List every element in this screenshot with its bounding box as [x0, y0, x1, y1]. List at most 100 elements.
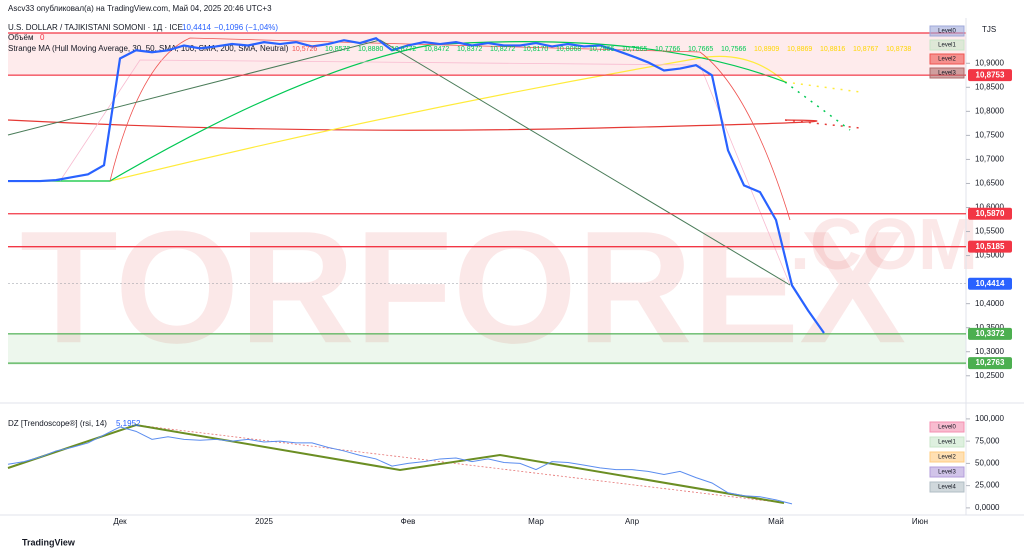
legend-label: Level0 — [938, 29, 956, 35]
legend-swatch — [929, 481, 965, 493]
price-line — [8, 37, 825, 334]
ma-value: 10,7766 — [655, 46, 680, 53]
price-change: −0,1096 (−1,04%) — [214, 23, 278, 32]
level-label: 10,8753 — [976, 70, 1005, 79]
ma-value: 10,8869 — [787, 46, 812, 53]
level-label-box — [968, 240, 1012, 253]
legend-swatch — [929, 466, 965, 478]
indicator-value: 5,1952 — [116, 419, 141, 428]
level-label-box — [968, 207, 1012, 220]
footer-logo: TradingView — [22, 537, 76, 547]
legend-label: Level1 — [938, 440, 956, 446]
symbol-title: U.S. DOLLAR / TAJIKISTANI SOMONI · 1Д · … — [8, 23, 183, 32]
level-label-box — [968, 277, 1012, 290]
indicator-title: Strange MA (Hull Moving Average, 30, 50,… — [8, 44, 289, 53]
y-tick-label: 0,0000 — [975, 503, 1000, 512]
ma-value: 10,8372 — [457, 46, 482, 53]
ma-value: 10,8816 — [820, 46, 845, 53]
ma-value: 10,8767 — [853, 46, 878, 53]
legend-swatch — [929, 451, 965, 463]
zigzag — [7, 423, 785, 504]
y-tick-label: 10,5000 — [975, 251, 1004, 260]
ma-value: 10,7865 — [622, 46, 647, 53]
y-tick-label: 50,000 — [975, 458, 1000, 467]
y-tick-label: 75,000 — [975, 436, 1000, 445]
y-tick-label: 25,000 — [975, 481, 1000, 490]
y-tick-label: 10,5500 — [975, 227, 1004, 236]
ma-value: 10,8738 — [886, 46, 911, 53]
currency: TJS — [982, 25, 996, 34]
legend-swatch — [929, 67, 965, 79]
hull-ma — [109, 37, 791, 221]
legend-swatch — [929, 436, 965, 448]
legend-label: Level2 — [938, 455, 956, 461]
ma-value: 10,8170 — [523, 46, 548, 53]
level-label-box — [968, 69, 1012, 82]
legend-swatch — [929, 53, 965, 65]
ma-value: 10,5726 — [292, 46, 317, 53]
x-tick-label: Мар — [528, 517, 544, 526]
y-tick-label: 10,4000 — [975, 299, 1004, 308]
ma-100 — [8, 55, 786, 182]
legend-label: Level2 — [938, 57, 956, 63]
level-label: 10,2763 — [976, 358, 1005, 367]
volume-label: Объём — [8, 33, 34, 42]
ma-value: 10,8880 — [358, 46, 383, 53]
watermark-suffix: .COM — [790, 205, 978, 285]
ma-value: 10,8772 — [391, 46, 416, 53]
legend-label: Level0 — [938, 425, 956, 431]
ma-value: 10,8272 — [490, 46, 515, 53]
support-band — [8, 335, 966, 365]
x-tick-label: Фев — [401, 517, 416, 526]
ma-50-projection — [784, 81, 851, 131]
legend-label: Level3 — [938, 470, 956, 476]
y-tick-label: 10,8000 — [975, 106, 1004, 115]
indicator-title: DZ [Trendoscope®] (rsi, 14) — [8, 419, 107, 428]
legend-swatch — [929, 39, 965, 51]
y-tick-label: 10,8500 — [975, 82, 1004, 91]
zigzag-guide — [135, 424, 785, 504]
legend-label: Level1 — [938, 43, 956, 49]
legend-swatch — [929, 25, 965, 37]
price-line — [7, 426, 793, 505]
level-label-box — [968, 327, 1012, 340]
watermark: TORFOREX — [20, 197, 906, 376]
level-label: 10,3372 — [976, 329, 1005, 338]
level-label-box — [968, 357, 1012, 370]
ma-30 — [59, 59, 791, 286]
y-tick-label: 10,2500 — [975, 371, 1004, 380]
y-tick-label: 10,3500 — [975, 323, 1004, 332]
ma-50 — [8, 41, 786, 182]
level-label: 10,5870 — [976, 209, 1005, 218]
ma-value: 10,8068 — [556, 46, 581, 53]
ma-value: 10,8572 — [325, 46, 350, 53]
published-note: Ascv33 опубликовал(а) на TradingView.com… — [8, 4, 272, 13]
ma-value: 10,7566 — [721, 46, 746, 53]
ma-value: 10,8909 — [754, 46, 779, 53]
volume-value: 0 — [40, 33, 45, 42]
x-tick-label: Май — [768, 517, 784, 526]
legend-label: Level3 — [938, 71, 956, 77]
legend-swatch — [929, 421, 965, 433]
y-tick-label: 100,000 — [975, 414, 1004, 423]
y-tick-label: 10,7000 — [975, 155, 1004, 164]
level-label: 10,4414 — [976, 279, 1005, 288]
ma-value: 10,8472 — [424, 46, 449, 53]
y-tick-label: 10,6000 — [975, 203, 1004, 212]
last-price: 10,4414 — [182, 23, 211, 32]
ma-value: 10,7665 — [688, 46, 713, 53]
y-tick-label: 10,7500 — [975, 130, 1004, 139]
y-tick-label: 10,3000 — [975, 347, 1004, 356]
legend-label: Level4 — [938, 485, 956, 491]
x-tick-label: 2025 — [255, 517, 273, 526]
x-tick-label: Дек — [113, 517, 127, 526]
level-label: 10,5185 — [976, 242, 1005, 251]
ma-value: 10,7966 — [589, 46, 614, 53]
x-tick-label: Апр — [625, 517, 640, 526]
y-tick-label: 10,9000 — [975, 58, 1004, 67]
y-tick-label: 10,6500 — [975, 179, 1004, 188]
x-tick-label: Июн — [912, 517, 928, 526]
resistance-band — [8, 33, 966, 74]
ma-200 — [7, 119, 818, 131]
